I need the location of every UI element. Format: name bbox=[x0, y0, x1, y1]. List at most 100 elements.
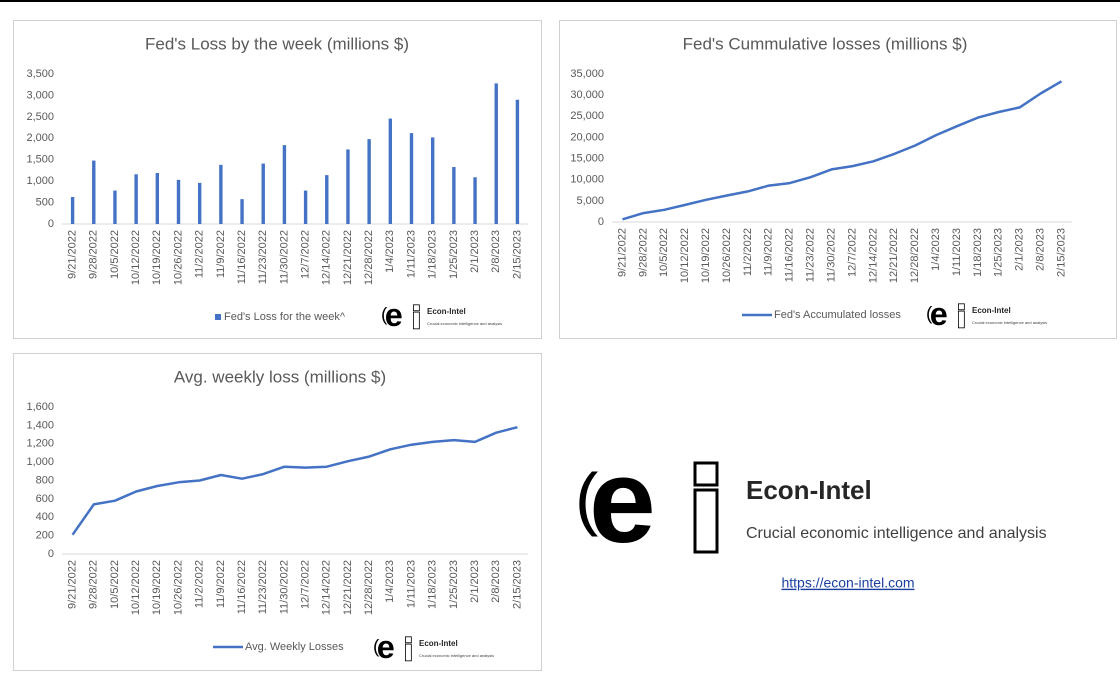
logo-paren: ( bbox=[381, 305, 388, 326]
bar bbox=[430, 137, 435, 224]
chart-title: Avg. weekly loss (millions $) bbox=[174, 367, 386, 386]
x-tick-label: 10/12/2022 bbox=[679, 228, 691, 283]
x-tick-label: 2/1/2023 bbox=[469, 230, 481, 273]
brand-url[interactable]: https://econ-intel.com bbox=[781, 575, 914, 591]
x-tick-label: 11/30/2022 bbox=[278, 560, 290, 614]
chart-panel bbox=[559, 20, 1117, 339]
legend-label: Fed's Accumulated losses bbox=[774, 309, 901, 321]
x-tick-label: 10/19/2022 bbox=[151, 560, 163, 615]
bar bbox=[261, 163, 265, 224]
logo-i-dot bbox=[693, 461, 719, 487]
logo-i-stem bbox=[693, 488, 719, 554]
x-tick-label: 10/12/2022 bbox=[130, 560, 142, 615]
x-tick-label: 9/21/2022 bbox=[616, 228, 628, 277]
x-tick-label: 2/1/2023 bbox=[469, 560, 481, 603]
bar bbox=[452, 167, 456, 224]
logo: (e bbox=[575, 434, 719, 568]
y-tick-label: 1,600 bbox=[26, 401, 54, 413]
x-tick-label: 11/16/2022 bbox=[236, 230, 248, 284]
x-tick-label: 2/8/2023 bbox=[490, 230, 502, 273]
x-tick-label: 11/2/2022 bbox=[194, 230, 206, 278]
logo-paren: ( bbox=[373, 637, 380, 658]
y-tick-label: 20,000 bbox=[570, 131, 604, 143]
y-tick-label: 5,000 bbox=[576, 195, 604, 207]
logo-e: e bbox=[930, 296, 948, 332]
x-tick-label: 10/5/2022 bbox=[109, 560, 121, 609]
line bbox=[71, 425, 518, 536]
logo-tagline: Crucial economic intelligence and analys… bbox=[972, 320, 1047, 325]
y-tick-label: 1,500 bbox=[26, 154, 54, 166]
x-tick-label: 12/21/2022 bbox=[342, 230, 354, 285]
bar bbox=[240, 199, 244, 224]
bar bbox=[303, 190, 308, 224]
logo-e: e bbox=[589, 434, 656, 568]
x-tick-label: 9/28/2022 bbox=[88, 230, 100, 279]
logo-e: e bbox=[377, 629, 395, 665]
x-tick-label: 11/9/2022 bbox=[763, 228, 775, 276]
y-tick-label: 500 bbox=[36, 196, 54, 208]
bar bbox=[70, 197, 75, 224]
y-tick-label: 10,000 bbox=[570, 174, 604, 186]
x-tick-label: 12/14/2022 bbox=[867, 228, 879, 283]
logo-tagline: Crucial economic intelligence and analys… bbox=[419, 653, 494, 658]
logo-tagline: Crucial economic intelligence and analys… bbox=[427, 321, 502, 326]
x-tick-label: 11/2/2022 bbox=[742, 228, 754, 276]
x-tick-label: 2/15/2023 bbox=[1055, 228, 1067, 277]
x-tick-label: 11/30/2022 bbox=[825, 228, 837, 282]
x-tick-label: 12/21/2022 bbox=[342, 560, 354, 615]
logo-name: Econ-Intel bbox=[972, 306, 1011, 315]
y-tick-label: 0 bbox=[48, 548, 54, 560]
logo-e: e bbox=[385, 297, 403, 333]
brand-tagline: Crucial economic intelligence and analys… bbox=[746, 525, 1047, 542]
x-tick-label: 10/12/2022 bbox=[130, 230, 142, 285]
x-tick-label: 10/19/2022 bbox=[700, 228, 712, 283]
x-tick-label: 9/21/2022 bbox=[66, 560, 78, 609]
x-tick-label: 1/4/2023 bbox=[384, 560, 396, 603]
x-tick-label: 10/26/2022 bbox=[721, 228, 733, 283]
y-tick-label: 800 bbox=[36, 474, 54, 486]
x-tick-label: 1/11/2023 bbox=[405, 230, 417, 278]
bar bbox=[219, 164, 223, 224]
y-tick-label: 1,200 bbox=[26, 438, 54, 450]
x-tick-label: 1/25/2023 bbox=[448, 230, 460, 279]
x-tick-label: 12/7/2022 bbox=[846, 228, 858, 277]
x-tick-label: 2/8/2023 bbox=[490, 560, 502, 603]
bar bbox=[515, 99, 520, 224]
y-tick-label: 3,000 bbox=[26, 89, 54, 101]
y-tick-label: 1,000 bbox=[26, 175, 54, 187]
x-tick-label: 11/30/2022 bbox=[278, 230, 290, 284]
y-tick-label: 1,000 bbox=[26, 456, 54, 468]
brand-name: Econ-Intel bbox=[746, 475, 872, 505]
legend-label: Fed's Loss for the week^ bbox=[224, 311, 346, 323]
logo: (e bbox=[381, 297, 420, 333]
y-tick-label: 2,000 bbox=[26, 132, 54, 144]
logo: (e bbox=[373, 629, 412, 665]
bar bbox=[155, 173, 160, 224]
bar bbox=[367, 139, 371, 224]
x-tick-label: 10/19/2022 bbox=[151, 230, 163, 285]
x-tick-label: 10/26/2022 bbox=[172, 560, 184, 615]
chart-title: Fed's Cummulative losses (millions $) bbox=[683, 34, 968, 53]
x-tick-label: 1/4/2023 bbox=[384, 230, 396, 273]
x-tick-label: 1/4/2023 bbox=[930, 228, 942, 271]
x-tick-label: 12/7/2022 bbox=[299, 560, 311, 609]
bar bbox=[325, 175, 329, 224]
logo-i-stem bbox=[957, 310, 965, 329]
y-tick-label: 0 bbox=[48, 218, 54, 230]
x-tick-label: 2/8/2023 bbox=[1035, 228, 1047, 271]
x-tick-label: 12/28/2022 bbox=[909, 228, 921, 283]
y-tick-label: 2,500 bbox=[26, 111, 54, 123]
x-tick-label: 9/28/2022 bbox=[637, 228, 649, 277]
bar bbox=[409, 133, 414, 224]
x-tick-label: 10/26/2022 bbox=[172, 230, 184, 285]
logo: (e bbox=[926, 296, 965, 332]
bar bbox=[134, 174, 138, 224]
x-tick-label: 12/7/2022 bbox=[299, 230, 311, 279]
y-tick-label: 1,400 bbox=[26, 419, 54, 431]
logo-i-stem bbox=[404, 643, 412, 662]
y-tick-label: 400 bbox=[36, 511, 54, 523]
legend-label: Avg. Weekly Losses bbox=[245, 641, 344, 653]
x-tick-label: 2/15/2023 bbox=[511, 230, 523, 279]
logo-i-stem bbox=[412, 311, 420, 330]
x-tick-label: 1/18/2023 bbox=[427, 230, 439, 279]
